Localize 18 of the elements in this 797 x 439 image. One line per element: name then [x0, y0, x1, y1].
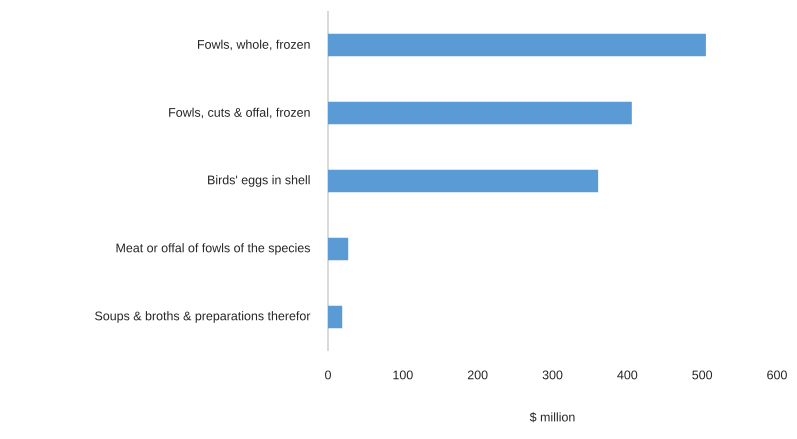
y-tick-label: Soups & broths & preparations therefor	[95, 311, 310, 323]
bar	[328, 238, 348, 260]
x-tick-label: 500	[692, 370, 712, 380]
bar	[328, 170, 598, 192]
y-tick-label: Fowls, cuts & offal, frozen	[169, 108, 310, 118]
y-tick-label: Meat or offal of fowls of the species	[116, 243, 310, 255]
x-axis-title: $ million	[530, 412, 575, 422]
bar	[328, 306, 342, 328]
bar	[328, 102, 632, 124]
x-tick-label: 100	[393, 370, 413, 380]
x-tick-label: 600	[767, 370, 787, 380]
x-tick-label: 400	[617, 370, 638, 380]
x-tick-label: 0	[325, 370, 331, 380]
x-tick-label: 300	[542, 370, 562, 380]
y-tick-label: Fowls, whole, frozen	[198, 40, 310, 50]
y-tick-label: Birds' eggs in shell	[208, 175, 310, 187]
bar	[328, 34, 706, 56]
x-tick-label: 200	[468, 370, 488, 380]
